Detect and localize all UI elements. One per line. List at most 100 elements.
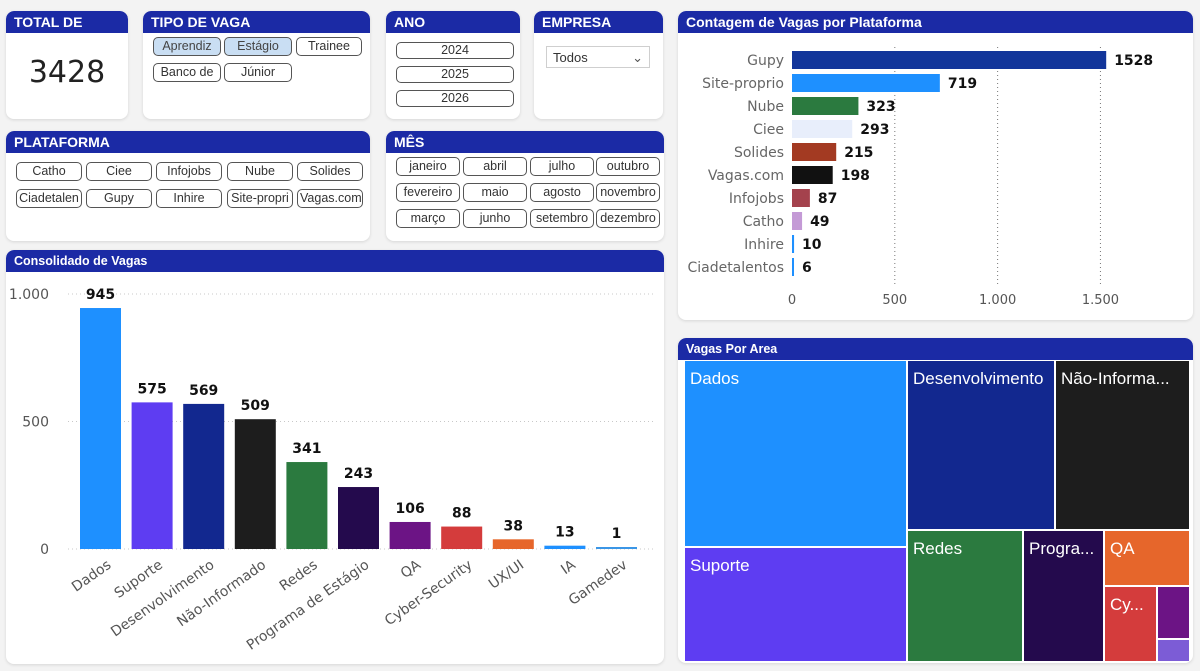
area-treemap-card: Vagas Por Area Dados Desenvolvimento Não-I… bbox=[678, 338, 1193, 663]
ano-title: ANO bbox=[386, 11, 520, 33]
data-label-qa: 106 bbox=[395, 501, 424, 517]
plataforma-chip-inhire[interactable]: Inhire bbox=[156, 189, 222, 208]
plataforma-title: PLATAFORMA bbox=[6, 131, 370, 153]
treemap-cell-extra-violet[interactable] bbox=[1157, 639, 1190, 662]
bar-ia[interactable] bbox=[544, 545, 586, 549]
bar-suporte[interactable] bbox=[131, 402, 173, 549]
data-label-gupy: 1528 bbox=[1114, 53, 1153, 69]
bar-ux-ui[interactable] bbox=[492, 539, 534, 549]
category-label-gupy: Gupy bbox=[747, 53, 784, 69]
category-label-infojobs: Infojobs bbox=[729, 191, 784, 207]
ano-chip-2024[interactable]: 2024 bbox=[396, 42, 514, 59]
category-label-cyber-security: Cyber-Security bbox=[382, 557, 476, 629]
mes-chip-outubro[interactable]: outubro bbox=[596, 157, 660, 176]
category-label-ciadetalentos: Ciadetalentos bbox=[687, 260, 784, 276]
plataforma-chip-site-propri[interactable]: Site-propri bbox=[227, 189, 293, 208]
data-label-gamedev: 1 bbox=[612, 526, 622, 542]
treemap-cell-nao-informa[interactable]: Não-Informa... bbox=[1055, 360, 1190, 530]
y-tick-label: 1.000 bbox=[9, 287, 49, 303]
tipo-vaga-chip-estagio[interactable]: Estágio bbox=[224, 37, 292, 56]
plataforma-slicer: PLATAFORMA Catho Ciee Infojobs Nube Solides C… bbox=[6, 131, 370, 241]
empresa-dropdown[interactable]: Todos ⌄ bbox=[546, 46, 650, 68]
plataforma-chart-title: Contagem de Vagas por Plataforma bbox=[678, 11, 1193, 33]
category-label-solides: Solides bbox=[734, 145, 784, 161]
bar-solides[interactable] bbox=[792, 143, 837, 161]
plataforma-chip-gupy[interactable]: Gupy bbox=[86, 189, 152, 208]
treemap-cell-dados[interactable]: Dados bbox=[684, 360, 907, 547]
plataforma-chip-nube[interactable]: Nube bbox=[227, 162, 293, 181]
plataforma-chip-solides[interactable]: Solides bbox=[297, 162, 363, 181]
tipo-vaga-chip-junior[interactable]: Júnior bbox=[224, 63, 292, 82]
tipo-vaga-chip-trainee[interactable]: Trainee bbox=[296, 37, 362, 56]
mes-chip-novembro[interactable]: novembro bbox=[596, 183, 660, 202]
treemap-cell-qa[interactable]: QA bbox=[1104, 530, 1190, 586]
tipo-vaga-chip-banco[interactable]: Banco de bbox=[153, 63, 221, 82]
x-tick-label: 1.500 bbox=[1082, 293, 1119, 308]
treemap-cell-redes[interactable]: Redes bbox=[907, 530, 1023, 662]
data-label-solides: 215 bbox=[844, 145, 873, 161]
category-label-catho: Catho bbox=[743, 214, 784, 230]
consolidado-chart-title: Consolidado de Vagas bbox=[6, 250, 664, 272]
y-tick-label: 0 bbox=[40, 542, 49, 558]
mes-chip-julho[interactable]: julho bbox=[530, 157, 594, 176]
treemap-cell-cy[interactable]: Cy... bbox=[1104, 586, 1157, 662]
chevron-down-icon: ⌄ bbox=[632, 50, 643, 65]
area-treemap: Dados Desenvolvimento Não-Informa... Suport… bbox=[684, 360, 1190, 662]
treemap-cell-extra-purple[interactable] bbox=[1157, 586, 1190, 639]
mes-chip-setembro[interactable]: setembro bbox=[530, 209, 594, 228]
consolidado-bar-chart: 1.0005000945Dados575Suporte569Desenvolvi… bbox=[9, 287, 656, 654]
bar-inhire[interactable] bbox=[792, 235, 795, 253]
bar-vagas-com[interactable] bbox=[792, 166, 833, 184]
mes-chip-fevereiro[interactable]: fevereiro bbox=[396, 183, 460, 202]
treemap-cell-progra[interactable]: Progra... bbox=[1023, 530, 1104, 662]
data-label-ia: 13 bbox=[555, 525, 574, 541]
bar-ciadetalentos[interactable] bbox=[792, 258, 794, 276]
ano-chip-2025[interactable]: 2025 bbox=[396, 66, 514, 83]
plataforma-chip-infojobs[interactable]: Infojobs bbox=[156, 162, 222, 181]
bar-redes[interactable] bbox=[286, 462, 328, 549]
category-label-site-proprio: Site-proprio bbox=[702, 76, 784, 92]
mes-chip-março[interactable]: março bbox=[396, 209, 460, 228]
ano-chip-2026[interactable]: 2026 bbox=[396, 90, 514, 107]
data-label-site-proprio: 719 bbox=[948, 76, 977, 92]
data-label-cyber-security: 88 bbox=[452, 506, 471, 522]
data-label-ux-ui: 38 bbox=[504, 518, 523, 534]
plataforma-chip-catho[interactable]: Catho bbox=[16, 162, 82, 181]
plataforma-chart-card: Contagem de Vagas por Plataforma 0 500 1.0… bbox=[678, 11, 1193, 320]
bar-catho[interactable] bbox=[792, 212, 803, 230]
plataforma-chip-vagas-com[interactable]: Vagas.com bbox=[297, 189, 363, 208]
bar-cyber-security[interactable] bbox=[441, 526, 483, 549]
bar-programa-de-estagio[interactable] bbox=[338, 487, 379, 549]
mes-chip-maio[interactable]: maio bbox=[463, 183, 527, 202]
bar-ciee[interactable] bbox=[792, 120, 853, 138]
bar-qa[interactable] bbox=[389, 521, 431, 549]
tipo-vaga-title: TIPO DE VAGA bbox=[143, 11, 370, 33]
data-label-infojobs: 87 bbox=[818, 191, 837, 207]
treemap-cell-desenvolvimento[interactable]: Desenvolvimento bbox=[907, 360, 1055, 530]
tipo-vaga-chip-aprendiz[interactable]: Aprendiz bbox=[153, 37, 221, 56]
mes-chip-dezembro[interactable]: dezembro bbox=[596, 209, 660, 228]
category-label-qa: QA bbox=[398, 557, 424, 582]
ano-slicer: ANO 2024 2025 2026 bbox=[386, 11, 520, 119]
mes-chip-agosto[interactable]: agosto bbox=[530, 183, 594, 202]
bar-dados[interactable] bbox=[80, 308, 121, 549]
bar-site-proprio[interactable] bbox=[792, 74, 940, 92]
bar-gupy[interactable] bbox=[792, 51, 1107, 69]
mes-slicer: MÊS janeiro abril julho outubro fevereiro mai… bbox=[386, 131, 664, 241]
data-label-dados: 945 bbox=[86, 287, 115, 303]
plataforma-chip-ciadetalen[interactable]: Ciadetalen bbox=[16, 189, 82, 208]
kpi-card: TOTAL DE VAGAS 3428 bbox=[6, 11, 128, 119]
x-tick-label: 500 bbox=[882, 293, 907, 308]
mes-chip-junho[interactable]: junho bbox=[463, 209, 527, 228]
bar-nao-informado[interactable] bbox=[234, 419, 276, 549]
bar-nube[interactable] bbox=[792, 97, 859, 115]
mes-chip-janeiro[interactable]: janeiro bbox=[396, 157, 460, 176]
bar-gamedev[interactable] bbox=[596, 547, 637, 549]
bar-infojobs[interactable] bbox=[792, 189, 810, 207]
data-label-catho: 49 bbox=[810, 214, 829, 230]
treemap-cell-suporte[interactable]: Suporte bbox=[684, 547, 907, 662]
data-label-suporte: 575 bbox=[137, 381, 166, 397]
bar-desenvolvimento[interactable] bbox=[183, 403, 225, 549]
plataforma-chip-ciee[interactable]: Ciee bbox=[86, 162, 152, 181]
mes-chip-abril[interactable]: abril bbox=[463, 157, 527, 176]
